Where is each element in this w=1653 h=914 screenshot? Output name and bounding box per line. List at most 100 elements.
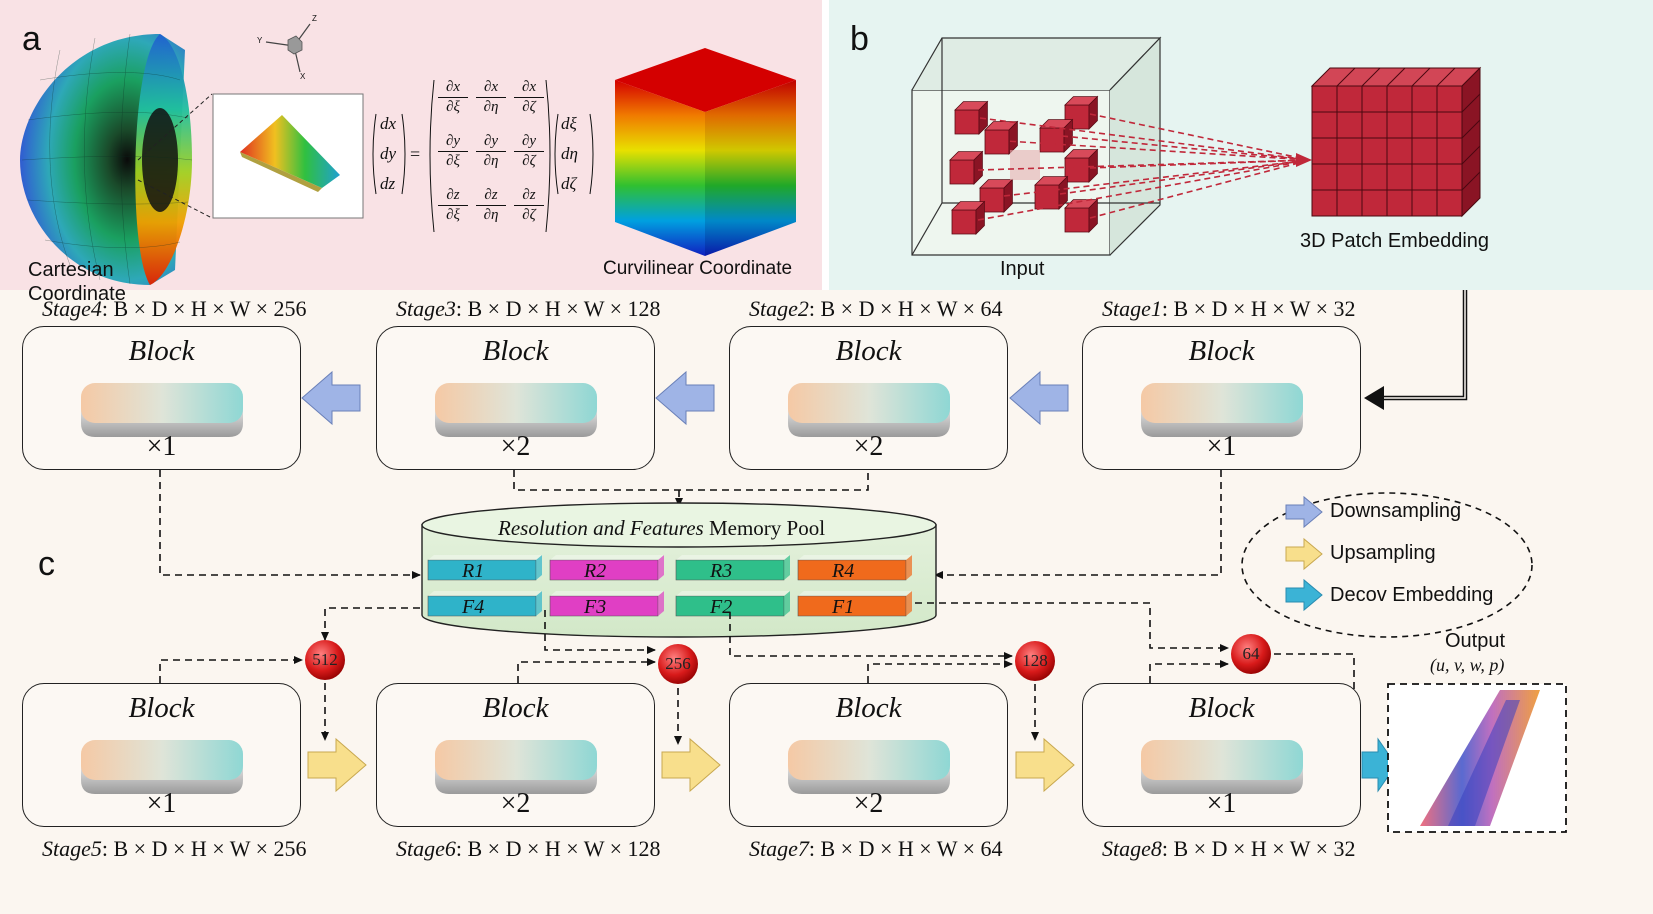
- hemisphere-mesh: [20, 33, 193, 285]
- ball-label: 512: [312, 650, 338, 669]
- patch-cell: [1336, 111, 1363, 139]
- embedding-line: [977, 159, 1311, 221]
- block-stage5: Block ×1: [22, 683, 301, 827]
- wedge-slice: [240, 115, 340, 188]
- patch-cell: [1386, 137, 1413, 165]
- block-slab: [787, 383, 950, 437]
- jacobian-numerator: ∂x: [438, 78, 468, 98]
- slab-top: [787, 383, 950, 423]
- slab-top: [434, 740, 597, 780]
- stage-name: Stage2: [749, 296, 809, 321]
- embedding-arrowhead: [1364, 386, 1384, 410]
- rhs-2: dζ: [561, 174, 577, 193]
- patch-grid-line: [1461, 119, 1481, 139]
- stage-dims: : B × D × H × W × 32: [1161, 296, 1356, 321]
- pool-bar-top: [428, 555, 542, 560]
- embedding-line: [977, 159, 1311, 171]
- patch-cell: [1361, 137, 1388, 165]
- patch-cell: [1386, 189, 1413, 217]
- pool-f-label: F3: [584, 596, 607, 618]
- patch-cell: [1311, 85, 1338, 113]
- stage-dims: : B × D × H × W × 256: [101, 296, 307, 321]
- memory-pool-title-plain: Memory Pool: [708, 516, 826, 540]
- block-slab: [80, 740, 243, 794]
- stage-label-stage4: Stage4: B × D × H × W × 256: [42, 296, 307, 322]
- lhs-2: dz: [380, 174, 396, 193]
- block-title: Block: [835, 692, 902, 724]
- slab-top: [80, 740, 243, 780]
- patch-cell: [1411, 137, 1438, 165]
- patch-cell: [1361, 189, 1388, 217]
- pool-decoder-links: [159, 602, 1358, 745]
- stage-label-stage3: Stage3: B × D × H × W × 128: [396, 296, 661, 322]
- block-stage4: Block ×1: [22, 326, 301, 470]
- pool-bar-top: [550, 591, 664, 596]
- embedding-connector-inner: [1368, 290, 1466, 399]
- jacobian-denominator: ∂η: [483, 153, 499, 169]
- jacobian-numerator: ∂z: [476, 186, 506, 206]
- patch-cell: [1336, 85, 1363, 113]
- patch-embedding-label: 3D Patch Embedding: [1300, 230, 1490, 252]
- pool-f-label: F4: [462, 596, 485, 618]
- input-cube-face: [954, 109, 980, 135]
- ball-label: 64: [1242, 644, 1260, 663]
- pool-bar-side: [784, 555, 790, 580]
- legend-arrows: [1285, 495, 1323, 612]
- slab-top: [1140, 740, 1303, 780]
- output-title: Output: [1445, 630, 1506, 652]
- block-stage7: Block ×2: [729, 683, 1008, 827]
- embedding-line: [1089, 159, 1311, 169]
- stage-dims: : B × D × H × W × 64: [808, 836, 1003, 861]
- upsample-arrows: [307, 737, 1075, 793]
- input-cube-side: [973, 150, 983, 185]
- stage-dims: : B × D × H × W × 128: [455, 296, 661, 321]
- jacobian-numerator: ∂x: [514, 78, 544, 98]
- block-multiplier: ×2: [500, 788, 531, 819]
- pool-bar-side: [658, 591, 664, 616]
- block-multiplier: ×1: [146, 788, 177, 819]
- patch-cell: [1336, 189, 1363, 217]
- block-multiplier: ×1: [1206, 788, 1237, 819]
- stage-dims: : B × D × H × W × 32: [1161, 836, 1356, 861]
- slab-top: [787, 740, 950, 780]
- jacobian-numerator: ∂y: [438, 132, 468, 152]
- block-slab: [1140, 383, 1303, 437]
- jacobian-numerator: ∂z: [438, 186, 468, 206]
- patch-cell: [1311, 137, 1338, 165]
- stage-dims: : B × D × H × W × 64: [808, 296, 1003, 321]
- patch-cell: [1361, 111, 1388, 139]
- patch-grid-line: [1361, 67, 1381, 87]
- wedge-edge: [240, 152, 322, 192]
- patch-cell: [1386, 111, 1413, 139]
- block-slab: [787, 740, 950, 794]
- block-title: Block: [128, 692, 195, 724]
- block-stage6: Block ×2: [376, 683, 655, 827]
- block-title: Block: [835, 335, 902, 367]
- patch-cell: [1311, 189, 1338, 217]
- equals-sign: =: [410, 144, 421, 164]
- jacobian-denominator: ∂ζ: [522, 99, 536, 115]
- jacobian-denominator: ∂ζ: [522, 207, 536, 223]
- patch-cell: [1336, 137, 1363, 165]
- embedding-arrowhead-b: [1296, 153, 1312, 167]
- embedding-line: [1003, 159, 1311, 197]
- stage-name: Stage6: [396, 836, 456, 861]
- equation-brackets: [372, 79, 594, 233]
- patch-cell: [1411, 163, 1438, 191]
- patch-cell: [1411, 85, 1438, 113]
- jacobian-entry: ∂z ∂ξ: [438, 186, 468, 225]
- input-volume: [911, 36, 1162, 256]
- pool-r-label: R2: [584, 560, 607, 582]
- stage-name: Stage3: [396, 296, 456, 321]
- axis-gizmo: [265, 23, 311, 73]
- patch-cell: [1436, 85, 1463, 113]
- embedding-lines: [977, 113, 1312, 221]
- patch-cell: [1436, 137, 1463, 165]
- pool-bar-side: [906, 555, 912, 580]
- input-cube-face: [1039, 127, 1065, 153]
- block-multiplier: ×2: [853, 788, 884, 819]
- pool-f-label: F1: [832, 596, 855, 618]
- lhs-1: dy: [380, 144, 397, 163]
- slab-top: [434, 383, 597, 423]
